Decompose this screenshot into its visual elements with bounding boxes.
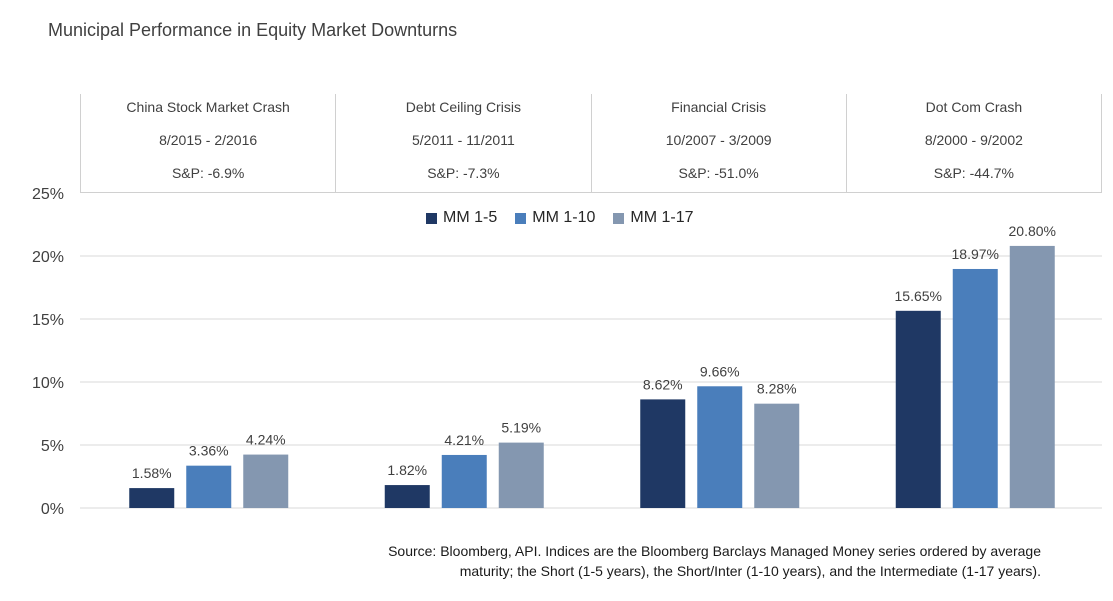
event-sp-return: S&P: -44.7% (933, 165, 1014, 181)
event-sp-return: S&P: -6.9% (171, 165, 245, 181)
data-label: 3.36% (189, 443, 229, 459)
y-tick-label: 20% (32, 249, 64, 266)
bar (129, 488, 175, 508)
event-name: China Stock Market Crash (126, 99, 290, 115)
event-header-cell: Debt Ceiling Crisis 5/2011 - 11/2011 S&P… (336, 94, 592, 192)
bar (243, 454, 289, 508)
event-name: Debt Ceiling Crisis (405, 99, 521, 115)
event-period: 8/2015 - 2/2016 (159, 132, 258, 148)
data-label: 1.58% (132, 465, 172, 481)
event-header-cell: Dot Com Crash 8/2000 - 9/2002 S&P: -44.7… (847, 94, 1102, 192)
data-label: 4.24% (246, 432, 286, 448)
event-period: 10/2007 - 3/2009 (665, 132, 772, 148)
legend-item: MM 1-17 (613, 209, 693, 227)
bar (498, 442, 544, 508)
data-label: 1.82% (387, 462, 427, 478)
source-note: Source: Bloomberg, API. Indices are the … (321, 541, 1041, 581)
event-header-table: China Stock Market Crash 8/2015 - 2/2016… (80, 94, 1102, 193)
y-tick-label: 25% (32, 186, 64, 203)
bar (1009, 245, 1055, 509)
event-period: 8/2000 - 9/2002 (924, 132, 1023, 148)
legend-label: MM 1-10 (532, 209, 596, 226)
legend-swatch (426, 212, 437, 224)
legend-label: MM 1-17 (630, 209, 694, 226)
data-label: 18.97% (952, 246, 999, 262)
legend: MM 1-5 MM 1-10 MM 1-17 (426, 209, 693, 227)
legend-swatch (613, 212, 625, 224)
event-name: Dot Com Crash (925, 99, 1023, 115)
event-name: Financial Crisis (671, 99, 767, 115)
legend-label: MM 1-5 (443, 209, 498, 226)
bar (441, 454, 487, 508)
event-period: 5/2011 - 11/2011 (411, 132, 515, 148)
legend-item: MM 1-5 (426, 209, 497, 227)
data-label: 5.19% (501, 420, 541, 436)
y-tick-label: 10% (32, 375, 64, 392)
y-tick-label: 15% (32, 312, 64, 329)
legend-item: MM 1-10 (515, 209, 595, 227)
event-sp-return: S&P: -7.3% (427, 165, 500, 181)
data-label: 15.65% (895, 288, 942, 304)
event-sp-return: S&P: -51.0% (678, 165, 759, 181)
data-label: 9.66% (700, 363, 740, 379)
y-tick-label: 5% (41, 438, 64, 455)
bar (952, 268, 998, 508)
data-label: 8.28% (757, 381, 797, 397)
source-line: Source: Bloomberg, API. Indices are the … (388, 543, 1041, 559)
bar (895, 310, 941, 508)
bar (697, 386, 743, 508)
chart-title: Municipal Performance in Equity Market D… (48, 20, 458, 40)
y-tick-label: 0% (41, 501, 64, 518)
source-line: maturity; the Short (1-5 years), the Sho… (459, 563, 1041, 579)
bar (384, 485, 430, 508)
bar (754, 403, 800, 508)
bar (186, 465, 232, 508)
data-label: 8.62% (643, 376, 683, 392)
bar (640, 399, 686, 508)
event-header-cell: China Stock Market Crash 8/2015 - 2/2016… (81, 94, 337, 192)
data-label: 20.80% (1009, 223, 1056, 239)
legend-swatch (515, 212, 527, 224)
event-header-cell: Financial Crisis 10/2007 - 3/2009 S&P: -… (592, 94, 847, 192)
data-label: 4.21% (444, 432, 484, 448)
